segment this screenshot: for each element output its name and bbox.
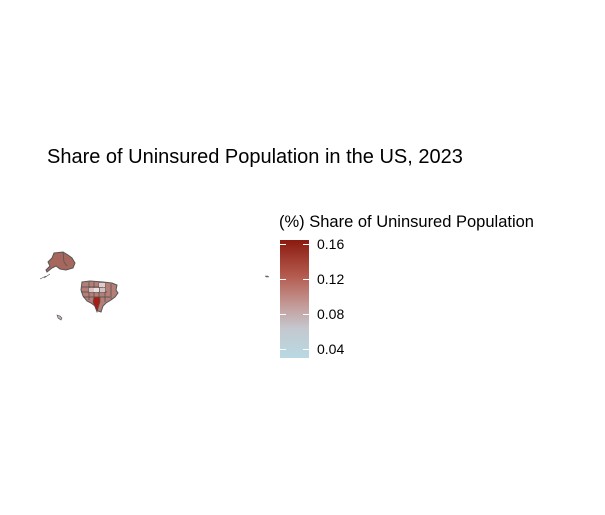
contiguous-us-region [80, 280, 119, 314]
legend-tick-mark [280, 314, 286, 315]
legend-tick-label: 0.08 [317, 306, 345, 322]
legend-tick-mark [303, 279, 309, 280]
hawaii-region [56, 314, 63, 321]
chart-title: Share of Uninsured Population in the US,… [47, 146, 463, 168]
legend-colorbar [280, 240, 309, 358]
legend-tick-label: 0.12 [317, 271, 345, 287]
legend-tick-mark [303, 314, 309, 315]
legend-tick-label: 0.16 [317, 236, 345, 252]
legend-tick-mark [280, 279, 286, 280]
legend-title: (%) Share of Uninsured Population [279, 213, 534, 231]
legend-tick-mark [303, 244, 309, 245]
puerto-rico-region [264, 275, 270, 278]
legend-tick-mark [303, 349, 309, 350]
legend-tick-mark [280, 349, 286, 350]
legend-tick-mark [280, 244, 286, 245]
legend-tick-label: 0.04 [317, 341, 345, 357]
alaska-region [39, 251, 76, 280]
